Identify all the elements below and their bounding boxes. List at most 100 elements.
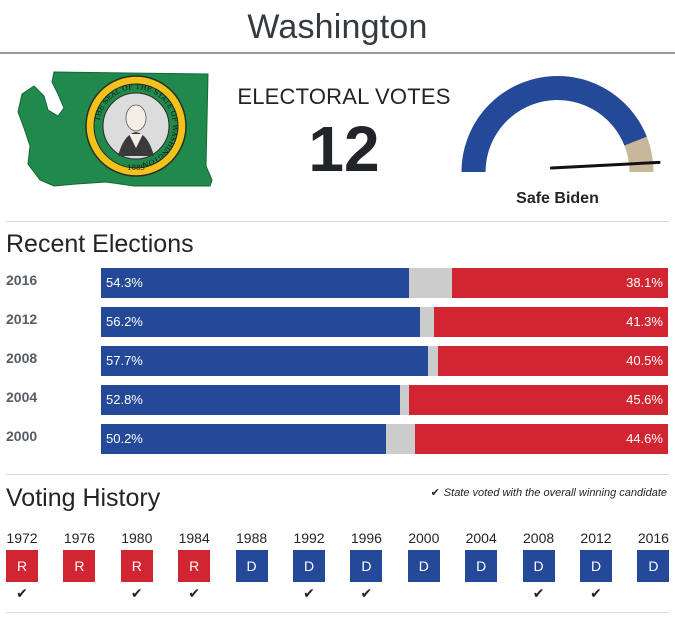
recent-elections-title: Recent Elections [6, 230, 194, 258]
party-badge: R [120, 550, 153, 582]
seal-year: 1889 [127, 164, 145, 172]
election-bar: 50.2% 44.6% [101, 424, 668, 454]
title-divider [0, 52, 675, 54]
election-year: 2004 [6, 389, 38, 405]
election-year: 2016 [6, 272, 38, 288]
party-badge: D [522, 550, 555, 582]
dem-share-label: 50.2% [106, 431, 143, 446]
history-item: 1972 R ✔ [4, 530, 40, 602]
rep-share-label: 38.1% [626, 275, 663, 290]
rep-share-label: 41.3% [626, 314, 663, 329]
history-year: 2008 [523, 530, 555, 546]
history-year: 2016 [637, 530, 669, 546]
legend-text: State voted with the overall winning can… [443, 487, 667, 499]
history-item: 2000 D [406, 530, 442, 602]
rep-share-bar: 38.1% [451, 268, 668, 298]
dem-share-label: 54.3% [106, 275, 143, 290]
election-year: 2008 [6, 350, 38, 366]
dem-share-bar: 52.8% [101, 385, 401, 415]
party-badge: R [63, 550, 96, 582]
election-row: 2016 54.3% 38.1% [6, 268, 668, 298]
section-divider [6, 612, 669, 613]
winner-check-icon [635, 584, 671, 602]
voting-history-title: Voting History [6, 484, 161, 512]
history-year: 1988 [236, 530, 268, 546]
rating-gauge [461, 75, 661, 172]
winner-check-icon [463, 584, 499, 602]
voting-history-legend: ✔ State voted with the overall winning ca… [431, 486, 667, 499]
winner-check-icon: ✔ [188, 585, 201, 601]
history-item: 1984 R ✔ [176, 530, 212, 602]
history-item: 1996 D ✔ [348, 530, 384, 602]
other-share-bar [385, 424, 416, 454]
state-seal-icon: THE SEAL OF THE STATE OF WASHINGTON 1889 [85, 75, 187, 177]
rating-label: Safe Biden [516, 190, 599, 207]
winner-check-icon: ✔ [303, 585, 315, 601]
party-badge: D [580, 550, 612, 582]
history-item: 1988 D [234, 530, 270, 602]
party-badge: D [293, 550, 325, 582]
election-bar: 52.8% 45.6% [101, 385, 668, 415]
party-badge: D [407, 550, 440, 582]
section-divider [6, 474, 669, 475]
election-row: 2012 56.2% 41.3% [6, 307, 668, 337]
history-year: 2000 [408, 530, 440, 546]
party-badge: D [465, 550, 498, 582]
party-badge: R [6, 550, 38, 582]
election-row: 2000 50.2% 44.6% [6, 424, 668, 454]
winner-check-icon: ✔ [130, 585, 143, 601]
election-row: 2008 57.7% 40.5% [6, 346, 668, 376]
other-share-bar [408, 268, 452, 298]
history-item: 2004 D [463, 530, 499, 602]
history-year: 1992 [293, 530, 325, 546]
other-share-bar [400, 385, 410, 415]
election-row: 2004 52.8% 45.6% [6, 385, 668, 415]
state-map-image: THE SEAL OF THE STATE OF WASHINGTON 1889 [17, 71, 213, 187]
winner-check-icon: ✔ [360, 585, 373, 601]
history-year: 2012 [580, 530, 612, 546]
gauge-fill [461, 75, 647, 172]
history-year: 2004 [465, 530, 497, 546]
dem-share-label: 52.8% [106, 392, 143, 407]
party-badge: D [350, 550, 383, 582]
history-item: 2016 D [635, 530, 671, 602]
rep-share-label: 45.6% [626, 392, 663, 407]
dem-share-label: 57.7% [106, 353, 143, 368]
election-bar: 57.7% 40.5% [101, 346, 668, 376]
other-share-bar [428, 346, 439, 376]
history-item: 1992 D ✔ [291, 530, 327, 602]
history-year: 1980 [121, 530, 153, 546]
winner-check-icon: ✔ [532, 585, 545, 601]
rep-share-bar: 40.5% [438, 346, 668, 376]
rep-share-bar: 45.6% [409, 385, 668, 415]
rep-share-bar: 44.6% [415, 424, 668, 454]
section-divider [6, 221, 669, 222]
dem-share-bar: 50.2% [101, 424, 386, 454]
dem-share-label: 56.2% [106, 314, 143, 329]
history-year: 1984 [178, 530, 210, 546]
history-item: 2008 D ✔ [521, 530, 557, 602]
history-year: 1972 [6, 530, 38, 546]
history-item: 1980 R ✔ [119, 530, 155, 602]
history-item: 1976 R [61, 530, 97, 602]
gauge-needle-icon [550, 160, 661, 170]
winner-check-icon [234, 584, 270, 602]
dem-share-bar: 57.7% [101, 346, 429, 376]
winner-check-icon [61, 584, 97, 602]
party-badge: D [637, 550, 670, 582]
rep-share-label: 44.6% [626, 431, 663, 446]
other-share-bar [419, 307, 434, 337]
dem-share-bar: 54.3% [101, 268, 409, 298]
election-bar: 54.3% 38.1% [101, 268, 668, 298]
dem-share-bar: 56.2% [101, 307, 420, 337]
electoral-votes-label: ELECTORAL VOTES [237, 84, 451, 109]
winner-check-icon: ✔ [590, 585, 602, 601]
winner-check-icon: ✔ [16, 585, 28, 601]
election-bar: 56.2% 41.3% [101, 307, 668, 337]
party-badge: D [235, 550, 268, 582]
history-year: 1996 [350, 530, 382, 546]
history-year: 1976 [63, 530, 95, 546]
election-year: 2000 [6, 428, 38, 444]
party-badge: R [178, 550, 211, 582]
rep-share-bar: 41.3% [433, 307, 668, 337]
